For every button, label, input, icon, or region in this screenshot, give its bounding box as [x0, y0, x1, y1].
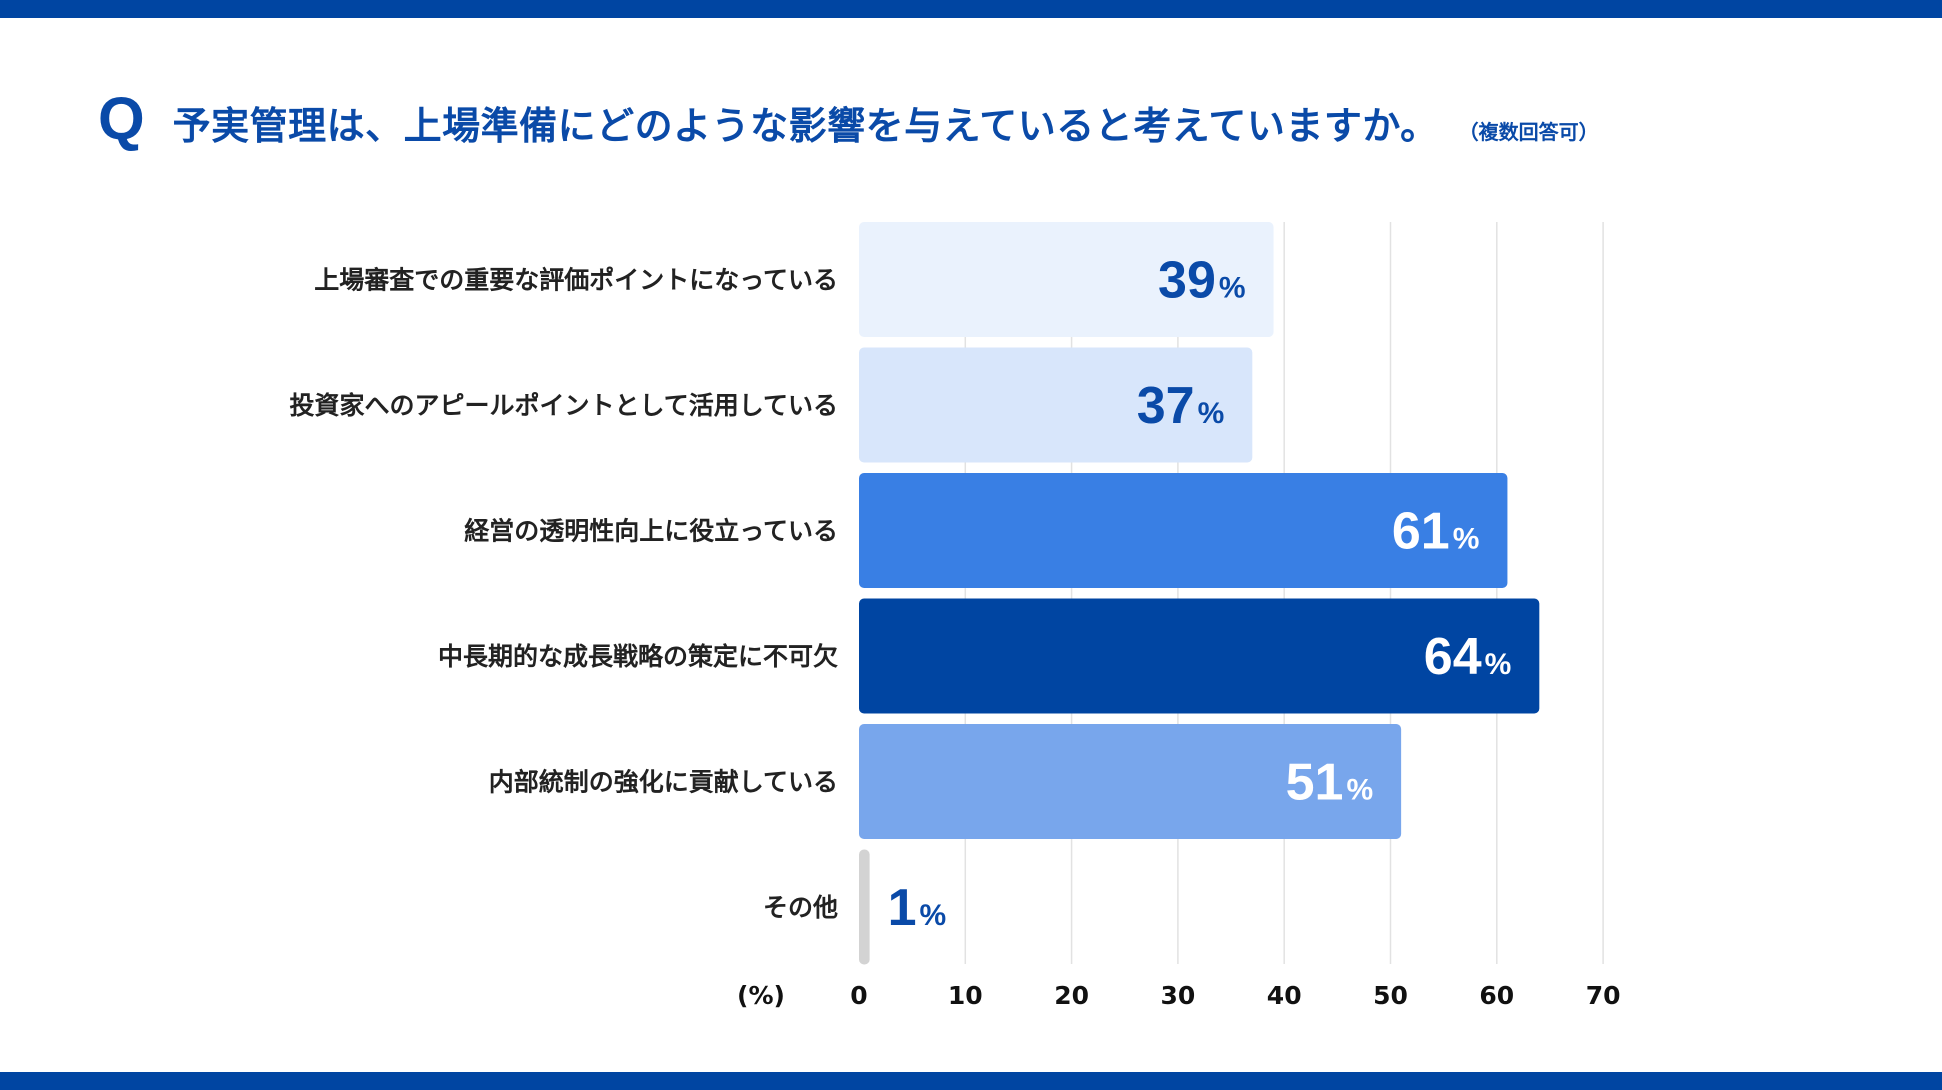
x-tick-label-50: 50 [1373, 981, 1408, 1010]
x-axis-unit-label: (%) [737, 981, 785, 1010]
value-percent-5: % [920, 899, 947, 932]
value-percent-0: % [1219, 272, 1246, 305]
bar-2 [859, 473, 1508, 588]
x-tick-label-0: 0 [850, 981, 867, 1010]
value-number-3: 64 [1424, 628, 1482, 686]
bar-3 [859, 598, 1540, 714]
bar-4 [859, 724, 1402, 839]
value-percent-3: % [1485, 648, 1512, 681]
bottom-band [0, 1072, 1942, 1090]
value-number-0: 39 [1158, 252, 1216, 310]
category-label-3: 中長期的な成長戦略の策定に不可欠 [438, 642, 838, 671]
x-tick-label-60: 60 [1479, 981, 1514, 1010]
category-label-5: その他 [763, 893, 838, 922]
question-header: Q 予実管理は、上場準備にどのような影響を与えていると考えていますか。 （複数回… [98, 84, 1599, 154]
value-label-4: 51% [1286, 754, 1374, 812]
bar-5 [859, 849, 870, 965]
value-label-5: 1% [888, 879, 947, 937]
value-number-5: 1 [888, 879, 917, 937]
value-percent-4: % [1346, 774, 1373, 807]
value-percent-2: % [1453, 523, 1480, 556]
value-number-2: 61 [1392, 503, 1450, 561]
value-number-1: 37 [1137, 377, 1195, 435]
x-tick-label-30: 30 [1161, 981, 1196, 1010]
x-tick-label-70: 70 [1586, 981, 1621, 1010]
x-tick-label-20: 20 [1054, 981, 1089, 1010]
value-label-0: 39% [1158, 252, 1246, 310]
x-tick-label-40: 40 [1267, 981, 1302, 1010]
category-label-2: 経営の透明性向上に役立っている [464, 517, 838, 546]
x-tick-label-10: 10 [948, 981, 983, 1010]
question-mark: Q [98, 85, 145, 152]
category-label-0: 上場審査での重要な評価ポイントになっている [314, 266, 838, 295]
category-label-4: 内部統制の強化に貢献している [489, 768, 838, 797]
category-label-1: 投資家へのアピールポイントとして活用している [289, 391, 838, 420]
value-label-3: 64% [1424, 628, 1512, 686]
top-band [0, 0, 1942, 18]
bar-1 [859, 347, 1253, 463]
question-note: （複数回答可） [1458, 120, 1599, 144]
value-percent-1: % [1198, 397, 1225, 430]
value-label-1: 37% [1137, 377, 1225, 435]
bar-0 [859, 222, 1274, 337]
question-text: 予実管理は、上場準備にどのような影響を与えていると考えていますか。 [172, 104, 1439, 148]
value-number-4: 51 [1286, 754, 1344, 812]
value-label-2: 61% [1392, 503, 1480, 561]
